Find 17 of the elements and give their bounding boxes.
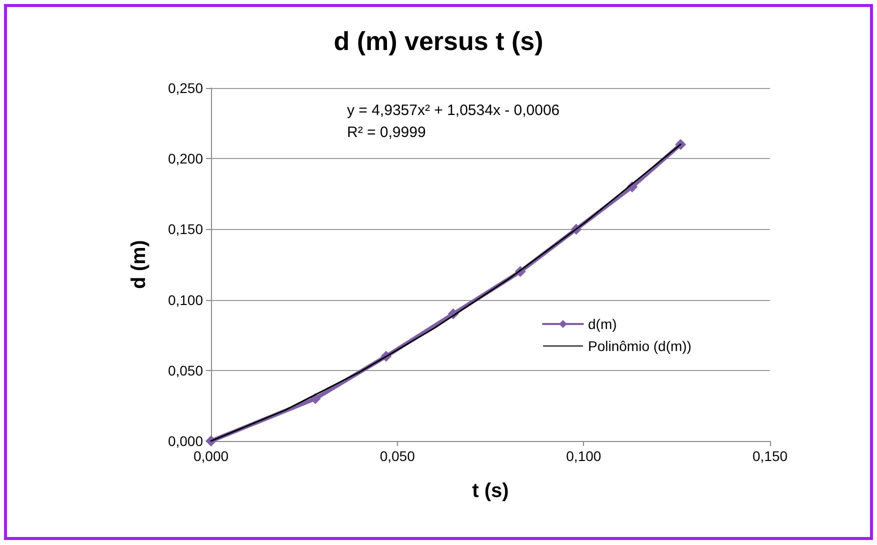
annotation: R² = 0,9999: [346, 124, 426, 141]
y-tick-label: 0,150: [168, 221, 204, 238]
y-axis-title: d (m): [128, 240, 150, 289]
chart-title: d (m) versus t (s): [334, 26, 544, 56]
x-tick-label: 0,050: [380, 448, 416, 464]
legend-label: Polinômio (d(m)): [588, 338, 692, 354]
y-tick-label: 0,000: [168, 433, 204, 449]
x-tick-label: 0,100: [566, 448, 602, 464]
legend-label: d(m): [588, 316, 617, 332]
annotation: y = 4,9357x² + 1,0534x - 0,0006: [347, 102, 560, 119]
y-tick-label: 0,100: [168, 292, 204, 308]
y-tick-label: 0,200: [168, 150, 204, 167]
x-tick-label: 0,000: [193, 448, 229, 464]
x-tick-label: 0,150: [752, 448, 788, 464]
y-tick-label: 0,050: [168, 362, 204, 378]
y-tick-label: 0,250: [168, 80, 204, 96]
x-axis-title: t (s): [472, 480, 509, 502]
